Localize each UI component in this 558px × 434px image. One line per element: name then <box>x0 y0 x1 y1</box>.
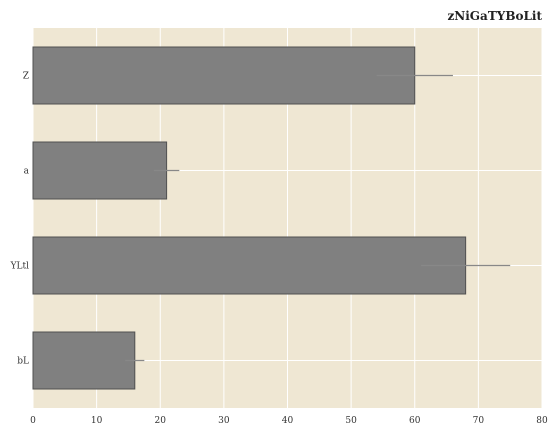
x-tick-label-1: 10 <box>91 416 103 426</box>
chart-title: zNiGaTYBoLit <box>447 9 542 23</box>
y-tick-label-Z: Z <box>23 72 29 82</box>
x-tick-label-3: 30 <box>218 416 230 426</box>
bar-a <box>32 141 168 200</box>
y-tick-labels: Za YLtl bL <box>10 72 30 367</box>
x-tick-label-7: 70 <box>473 416 485 426</box>
x-tick-label-4: 40 <box>282 416 294 426</box>
bar-bL <box>32 331 136 390</box>
y-tick-label-bL: bL <box>17 357 29 367</box>
bar-YLtl <box>32 236 467 295</box>
bars <box>32 46 467 390</box>
x-tick-label-2: 20 <box>155 416 167 426</box>
x-tick-label-6: 60 <box>409 416 421 426</box>
x-tick-label-0: 0 <box>30 416 36 426</box>
x-tick-labels: 0 10 20 30 40 50 60 70 80 <box>30 416 548 426</box>
error-bars <box>125 74 511 362</box>
x-tick-label-5: 50 <box>345 416 357 426</box>
y-tick-label-YLtl: YLtl <box>10 262 30 272</box>
x-tick-label-8: 80 <box>536 416 548 426</box>
bar-Z <box>32 46 416 105</box>
y-tick-label-a: a <box>24 167 30 177</box>
